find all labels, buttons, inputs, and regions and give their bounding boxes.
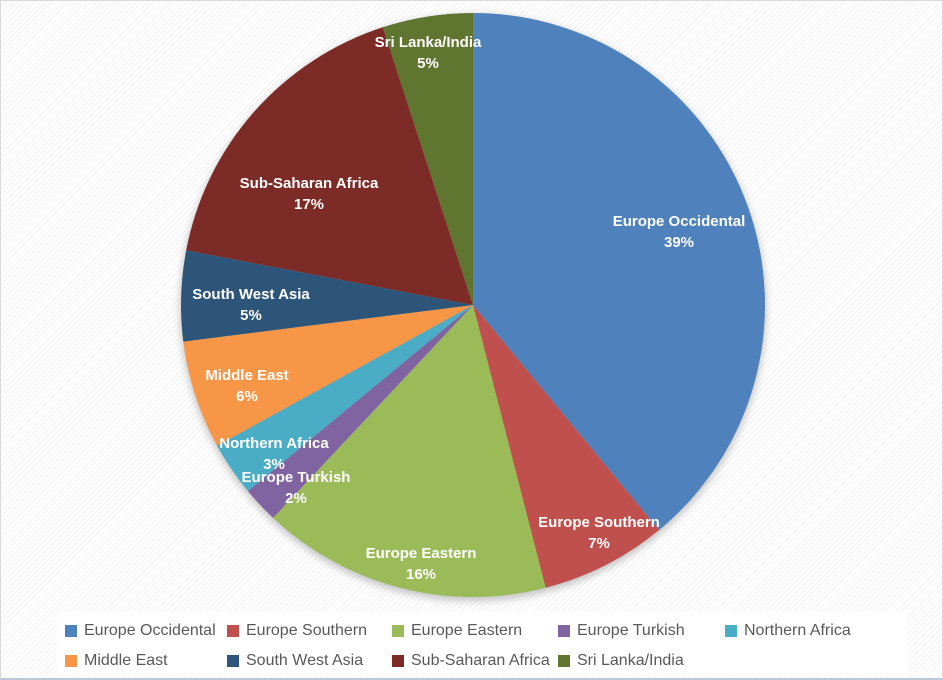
pie-label-europe-occidental: Europe Occidental 39%: [613, 213, 746, 251]
pie-label-europe-turkish: Europe Turkish 2%: [242, 469, 351, 507]
legend-item-europe-southern[interactable]: Europe Southern: [227, 616, 392, 646]
legend-swatch-icon: [558, 625, 570, 637]
legend-swatch-icon: [725, 625, 737, 637]
legend-label: Sub-Saharan Africa: [411, 652, 550, 669]
legend-label: Europe Occidental: [84, 622, 216, 639]
chart-legend: Europe Occidental Europe Southern Europe…: [57, 612, 907, 676]
pie-label-sri-lanka-india: Sri Lanka/India 5%: [375, 34, 482, 72]
pie-label-middle-east: Middle East 6%: [205, 367, 288, 405]
pie-slice-sub-saharan-africa[interactable]: [186, 27, 473, 306]
pie-label-northern-africa: Northern Africa 3%: [219, 435, 329, 473]
pie-slice-south-west-asia[interactable]: [181, 250, 473, 342]
legend-swatch-icon: [65, 655, 77, 667]
legend-label: South West Asia: [246, 652, 364, 669]
pie-slice-labels: Europe Occidental 39% Europe Southern 7% Eur…: [192, 34, 745, 583]
pie-slice-europe-turkish[interactable]: [248, 305, 473, 518]
pie-slice-northern-africa[interactable]: [217, 305, 473, 492]
legend-swatch-icon: [392, 625, 404, 637]
pie-slice-middle-east[interactable]: [183, 305, 474, 446]
pie-label-europe-southern: Europe Southern 7%: [538, 514, 660, 552]
legend-item-europe-turkish[interactable]: Europe Turkish: [558, 616, 725, 646]
pie-slices: [181, 13, 765, 597]
pie-label-europe-eastern: Europe Eastern 16%: [366, 545, 477, 583]
legend-label: Europe Eastern: [411, 622, 523, 639]
legend-item-europe-eastern[interactable]: Europe Eastern: [392, 616, 558, 646]
legend-swatch-icon: [392, 655, 404, 667]
legend-swatch-icon: [227, 655, 239, 667]
pie-slice-europe-occidental[interactable]: [473, 13, 765, 530]
legend-item-sub-saharan-africa[interactable]: Sub-Saharan Africa: [392, 646, 558, 676]
legend-item-europe-occidental[interactable]: Europe Occidental: [65, 616, 227, 646]
legend-label: Sri Lanka/India: [577, 652, 684, 669]
legend-swatch-icon: [65, 625, 77, 637]
legend-item-northern-africa[interactable]: Northern Africa: [725, 616, 907, 646]
pie-label-south-west-asia: South West Asia 5%: [192, 286, 310, 324]
legend-item-middle-east[interactable]: Middle East: [65, 646, 227, 676]
legend-label: Middle East: [84, 652, 168, 669]
legend-swatch-icon: [558, 655, 570, 667]
legend-item-south-west-asia[interactable]: South West Asia: [227, 646, 392, 676]
legend-label: Europe Turkish: [577, 622, 685, 639]
pie-slice-europe-southern[interactable]: [473, 305, 660, 588]
legend-swatch-icon: [227, 625, 239, 637]
pie-slice-europe-eastern[interactable]: [273, 305, 546, 597]
legend-label: Northern Africa: [744, 622, 851, 639]
legend-label: Europe Southern: [246, 622, 367, 639]
legend-item-sri-lanka-india[interactable]: Sri Lanka/India: [558, 646, 725, 676]
pie-slice-sri-lanka-india[interactable]: [382, 13, 473, 305]
pie-label-sub-saharan-africa: Sub-Saharan Africa 17%: [240, 175, 379, 213]
